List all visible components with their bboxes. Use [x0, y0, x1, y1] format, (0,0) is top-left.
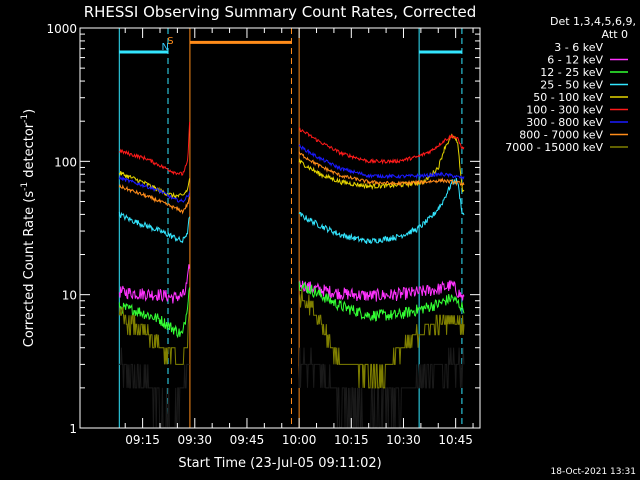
- series-7: [118, 151, 465, 215]
- series-line-5-0: [118, 121, 191, 176]
- series-line-2-1: [298, 281, 465, 322]
- series-line-1-1: [298, 279, 465, 302]
- legend-label-8: 7000 - 15000 keV: [505, 141, 603, 154]
- legend-label-7: 800 - 7000 keV: [519, 129, 603, 142]
- timestamp: 18-Oct-2021 13:31: [551, 467, 636, 477]
- x-tick-label-1: 09:30: [177, 433, 212, 447]
- series-line-7-1: [298, 151, 465, 187]
- y-tick-label-0: 1: [69, 422, 77, 436]
- series-0: [119, 347, 465, 428]
- x-tick-label-0: 09:15: [125, 433, 160, 447]
- series-line-8-0: [118, 300, 191, 365]
- series-line-1-0: [118, 264, 191, 304]
- series-4: [118, 133, 465, 200]
- series-line-3-0: [118, 211, 191, 244]
- axes: 1 10 100 1000 09:15 09:30 09:45 10:00 10:15 10:30…: [46, 22, 480, 447]
- x-tick-label-4: 10:15: [334, 433, 369, 447]
- series-line-5-1: [298, 127, 465, 165]
- x-tick-label-5: 10:30: [386, 433, 421, 447]
- x-tick-label-6: 10:45: [438, 433, 473, 447]
- x-tick-label-2: 09:45: [230, 433, 265, 447]
- series-line-8-1: [299, 289, 465, 389]
- chart-title: RHESSI Observing Summary Count Rates, Co…: [84, 3, 477, 21]
- legend-label-6: 300 - 800 keV: [526, 116, 603, 129]
- series-5: [118, 121, 465, 176]
- legend-label-5: 100 - 300 keV: [526, 104, 603, 117]
- y-tick-label-3: 1000: [46, 22, 77, 36]
- series-line-2-0: [118, 287, 191, 339]
- legend-label-0: 3 - 6 keV: [554, 41, 603, 54]
- marker-s: S: [167, 36, 173, 47]
- series-shadow-0-1: [298, 347, 465, 428]
- y-axis-label: Corrected Count Rate (s-1 detector-1): [20, 109, 37, 347]
- legend-label-2: 12 - 25 keV: [540, 66, 603, 79]
- plot-frame: [79, 27, 481, 429]
- plot-area: NS: [118, 28, 465, 428]
- series-6: [118, 143, 465, 203]
- series-3: [118, 178, 465, 244]
- series-line-4-1: [298, 133, 465, 193]
- legend-label-3: 25 - 50 keV: [540, 79, 603, 92]
- series-line-4-0: [118, 170, 191, 200]
- series-line-6-0: [118, 175, 191, 203]
- y-tick-label-2: 100: [54, 155, 77, 169]
- x-tick-label-3: 10:00: [282, 433, 317, 447]
- series-shadow-0-0: [119, 347, 190, 428]
- marker-n: N: [161, 42, 168, 53]
- series-2: [118, 281, 465, 339]
- legend-header-line1: Det 1,3,4,5,6,9,: [550, 15, 636, 28]
- series-line-7-0: [118, 183, 191, 215]
- plot-content: NS: [118, 28, 465, 428]
- series-1: [118, 264, 465, 304]
- series-8: [118, 289, 465, 389]
- legend-header-line2: Att 0: [602, 28, 628, 41]
- series-line-6-1: [298, 143, 465, 181]
- x-axis-label: Start Time (23-Jul-05 09:11:02): [178, 456, 381, 471]
- y-tick-label-1: 10: [62, 289, 77, 303]
- legend-label-1: 6 - 12 keV: [547, 54, 603, 67]
- legend-label-4: 50 - 100 keV: [533, 91, 603, 104]
- series-line-3-1: [298, 178, 465, 244]
